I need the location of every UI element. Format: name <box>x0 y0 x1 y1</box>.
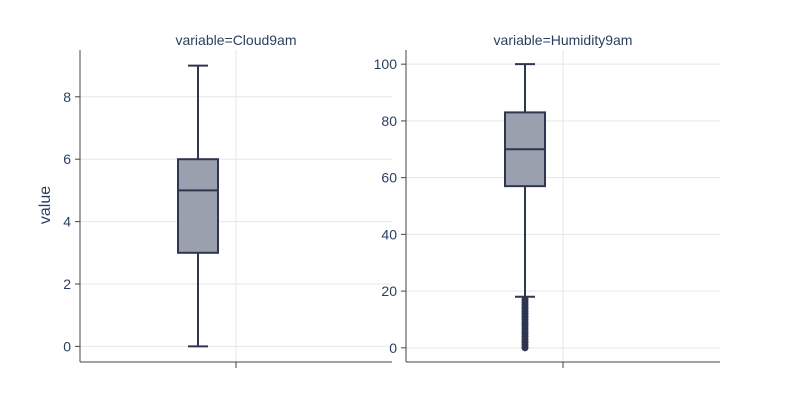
box-iqr-0 <box>177 158 219 254</box>
y-tick-label-1-0: 0 <box>389 340 397 356</box>
y-tick-label-1-5: 100 <box>374 56 398 72</box>
y-tick-label-1-2: 40 <box>381 226 397 242</box>
y-tick-label-0-3: 6 <box>63 151 71 167</box>
y-tick-label-1-3: 60 <box>381 170 397 186</box>
facet-title-1: variable=Humidity9am <box>494 32 633 48</box>
y-tick-label-0-2: 4 <box>63 214 71 230</box>
facet-title-0: variable=Cloud9am <box>175 32 296 48</box>
y-tick-label-0-4: 8 <box>63 89 71 105</box>
y-tick-label-1-4: 80 <box>381 113 397 129</box>
y-tick-label-0-1: 2 <box>63 276 71 292</box>
outlier-point-1-17 <box>521 296 529 304</box>
y-tick-label-0-0: 0 <box>63 338 71 354</box>
y-tick-label-1-1: 20 <box>381 283 397 299</box>
y-axis-label: value <box>37 186 54 224</box>
